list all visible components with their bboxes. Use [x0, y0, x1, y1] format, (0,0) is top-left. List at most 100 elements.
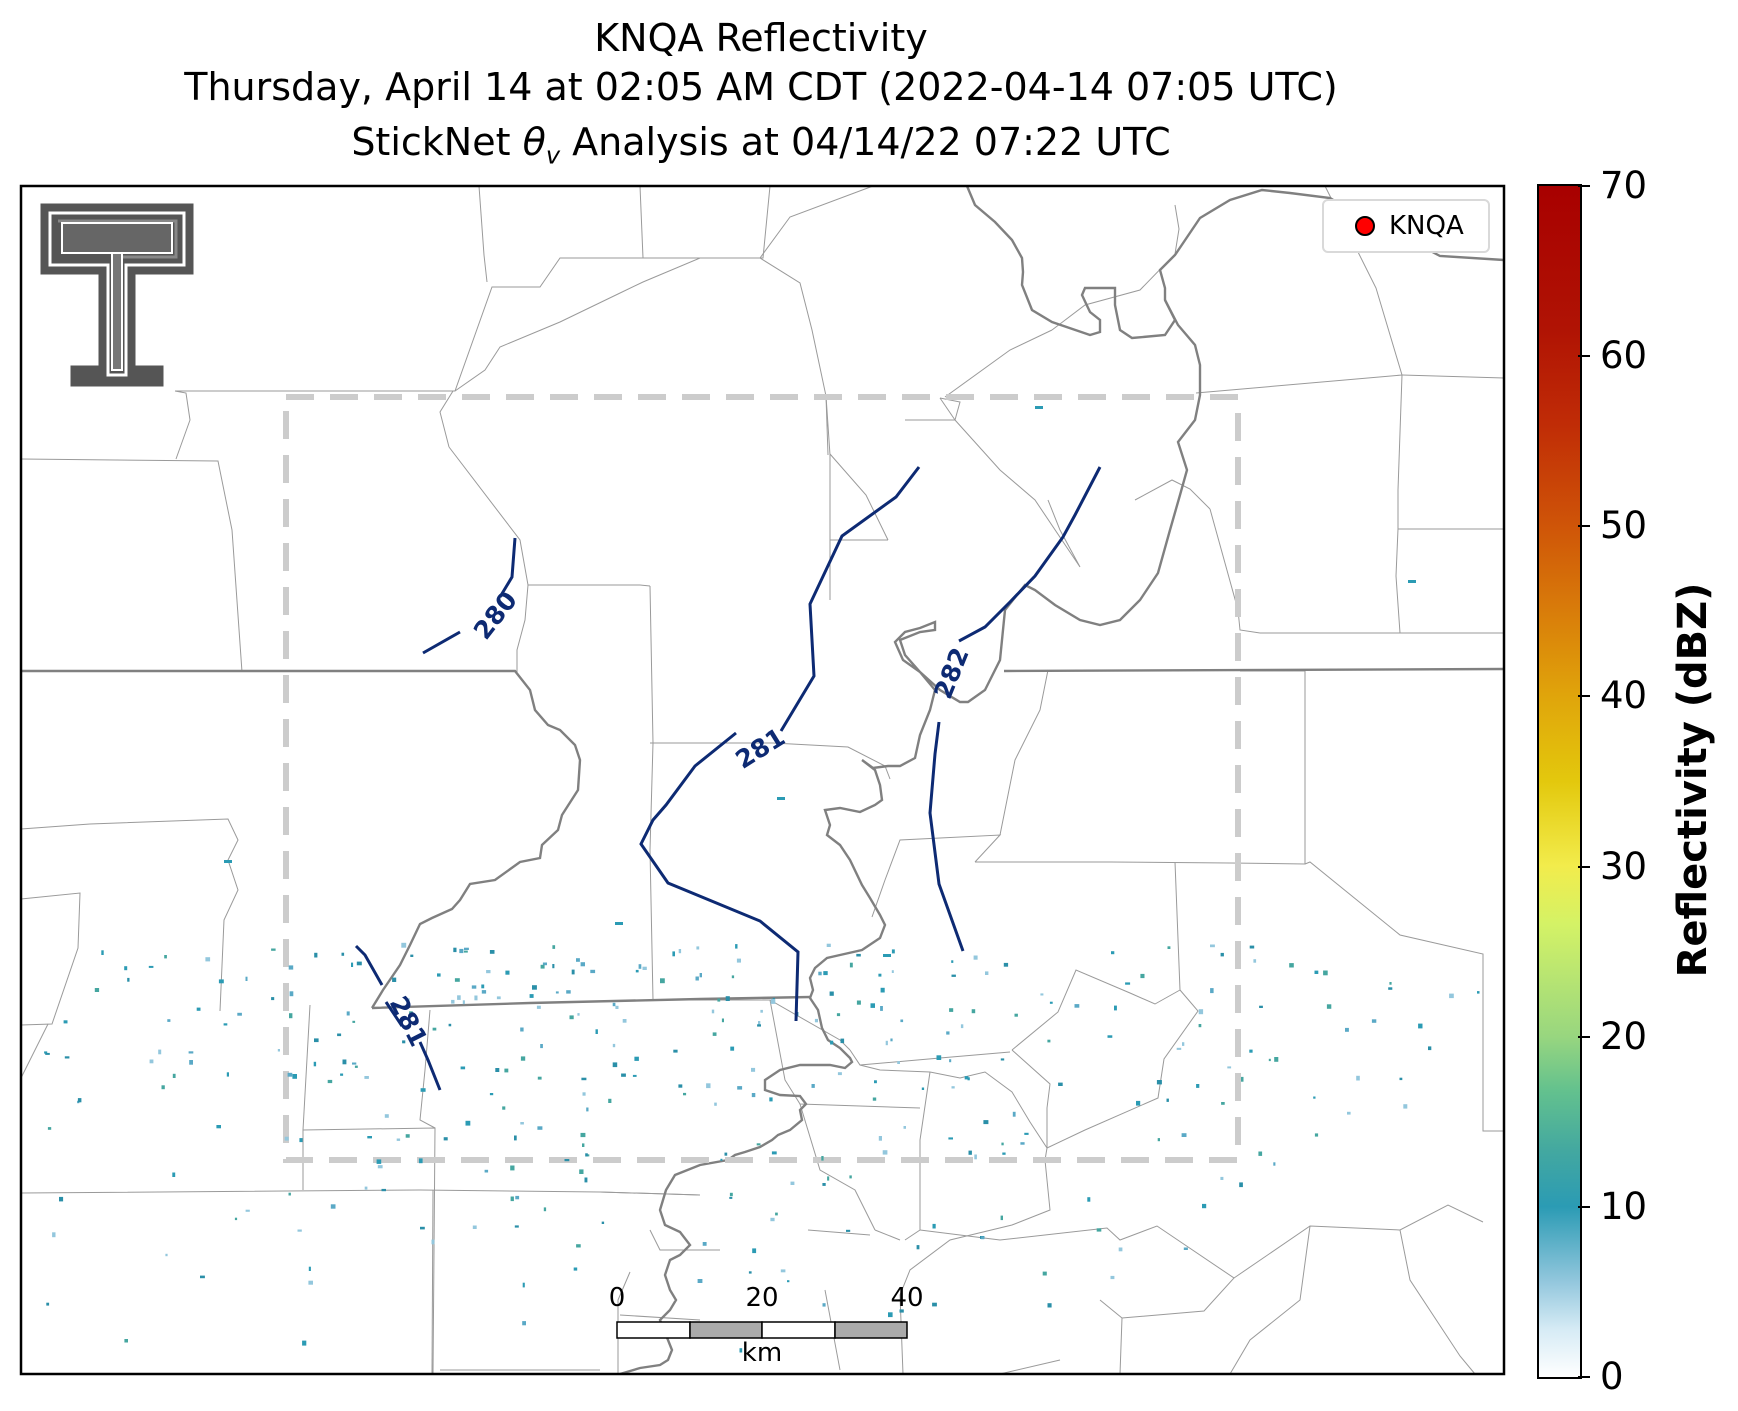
echo-pixel: [392, 977, 397, 982]
echo-pixel: [532, 985, 537, 990]
echo-pixel: [1087, 1197, 1091, 1202]
echo-pixel: [830, 1040, 834, 1045]
radar-echoes: [44, 406, 1480, 1353]
echo-pixel: [1347, 1111, 1351, 1115]
echo-pixel: [951, 1086, 955, 1089]
echo-pixel: [1176, 1047, 1182, 1050]
echo-pixel: [520, 1027, 524, 1032]
echo-pixel: [496, 996, 501, 1000]
colorbar-tick-mark: [1578, 865, 1590, 868]
echo-pixel: [1107, 1035, 1113, 1038]
echo-pixel: [1049, 1001, 1053, 1004]
echo-pixel: [985, 971, 989, 975]
echo-pixel: [164, 955, 167, 959]
echo-pixel: [1198, 1024, 1202, 1028]
echo-pixel: [1259, 1005, 1263, 1008]
echo-pixel: [542, 962, 547, 966]
echo-pixel: [505, 970, 510, 975]
echo-pixel: [218, 979, 224, 984]
echo-pixel: [582, 1092, 586, 1096]
echo-pixel: [880, 987, 885, 993]
echo-pixel: [484, 1169, 489, 1173]
echo-pixel: [520, 1122, 524, 1125]
echo-pixel: [47, 1127, 52, 1130]
echo-pixel: [396, 1138, 401, 1141]
echo-pixel: [465, 1120, 471, 1126]
echo-pixel: [376, 1159, 382, 1164]
scalebar-tick-40: 40: [890, 1283, 924, 1313]
echo-pixel: [1220, 1176, 1224, 1180]
echo-pixel: [903, 1126, 906, 1129]
echo-pixel: [314, 1038, 319, 1043]
echo-pixel: [149, 1059, 154, 1064]
colorbar-tick-mark: [1578, 355, 1590, 358]
echo-pixel: [683, 1092, 687, 1096]
echo-pixel: [770, 999, 776, 1004]
echo-pixel: [418, 1158, 423, 1164]
echo-pixel: [577, 1013, 580, 1016]
title-line-2: Thursday, April 14 at 02:05 AM CDT (2022…: [184, 65, 1338, 109]
echo-pixel: [1000, 1058, 1005, 1061]
echo-pixel: [890, 1038, 893, 1042]
echo-pixel: [1182, 1042, 1185, 1046]
echo-pixel: [968, 1150, 972, 1155]
echo-pixel: [581, 1077, 587, 1081]
echo-pixel: [63, 1020, 68, 1024]
echo-pixel: [870, 1003, 875, 1008]
echo-pixel: [489, 1093, 494, 1096]
echo-pixel: [401, 942, 407, 948]
echo-pixel: [660, 978, 665, 984]
contour-281-central: [639, 466, 921, 1022]
echo-pixel: [432, 1027, 437, 1031]
echo-pixel: [536, 1005, 541, 1009]
echo-pixel: [552, 945, 556, 949]
echo-pixel: [1096, 1228, 1102, 1232]
echo-pixel: [981, 1236, 985, 1240]
echo-pixel: [540, 964, 545, 969]
scalebar-tick-20: 20: [745, 1283, 779, 1313]
echo-pixel: [522, 1321, 526, 1326]
echo-pixel: [612, 1043, 616, 1048]
echo-pixel: [277, 1049, 280, 1052]
echo-pixel: [271, 997, 275, 1001]
echo-pixel: [520, 1056, 526, 1061]
echo-pixel: [1058, 1082, 1063, 1086]
colorbar-tick-mark: [1578, 1376, 1590, 1378]
echo-pixel: [673, 1049, 678, 1053]
echo-pixel: [964, 1076, 969, 1080]
echo-pixel: [234, 1217, 238, 1221]
echo-pixel: [481, 990, 487, 994]
echo-pixel: [46, 1302, 50, 1306]
analysis-domain-box: [283, 394, 1241, 1163]
echo-pixel: [566, 990, 571, 994]
echo-pixel: [245, 976, 248, 981]
echo-pixel: [748, 1271, 752, 1274]
echo-pixel: [714, 1102, 717, 1106]
echo-pixel: [951, 974, 956, 977]
echo-pixel: [297, 1229, 302, 1232]
echo-pixel: [1449, 993, 1454, 999]
scalebar-unit: km: [741, 1338, 783, 1368]
echo-pixel: [612, 1062, 618, 1068]
echo-pixel: [874, 1080, 877, 1084]
echo-pixel: [52, 1232, 56, 1238]
colorbar-tick-mark: [1578, 525, 1590, 528]
echo-pixel: [420, 1226, 425, 1230]
echo-pixel: [308, 1280, 313, 1285]
echo-pixel: [543, 1207, 547, 1212]
echo-pixel: [932, 1302, 937, 1307]
echo-pixel: [621, 1073, 626, 1077]
title-line-1: KNQA Reflectivity: [594, 16, 928, 60]
echo-pixel: [341, 952, 345, 956]
echo-pixel: [1227, 1066, 1232, 1069]
echo-pixel: [377, 1165, 383, 1169]
echo-pixel: [342, 1059, 347, 1065]
echo-pixel: [364, 1186, 368, 1190]
echo-pixel: [167, 1019, 171, 1022]
echo-pixel: [1198, 1009, 1204, 1015]
echo-pixel: [552, 964, 555, 969]
echo-pixel: [826, 943, 831, 947]
echo-pixel: [737, 1086, 743, 1090]
echo-pixel: [64, 1056, 70, 1059]
